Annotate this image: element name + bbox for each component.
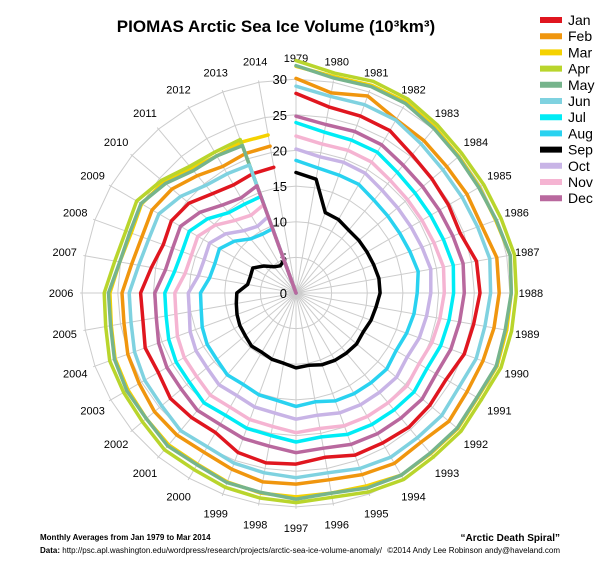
- grid-spoke: [295, 105, 405, 294]
- year-label: 1997: [284, 523, 308, 535]
- grid-spoke: [187, 292, 297, 481]
- year-label: 1992: [464, 439, 488, 451]
- grid-spoke: [295, 153, 462, 294]
- series-feb: [120, 76, 501, 486]
- year-label: 2011: [133, 108, 157, 120]
- legend-label-sep: Sep: [568, 142, 593, 158]
- year-label: 1990: [504, 368, 528, 380]
- series-jan: [138, 91, 482, 466]
- grid-spoke: [295, 292, 334, 506]
- chart-title: PIOMAS Arctic Sea Ice Volume (10³km³): [117, 17, 435, 36]
- year-label: 2003: [80, 405, 104, 417]
- year-label: 2009: [80, 171, 104, 183]
- series-jul: [163, 120, 456, 444]
- year-label: 1982: [401, 85, 425, 97]
- grid-spoke: [295, 292, 405, 481]
- year-label: 2012: [166, 85, 190, 97]
- series-aug: [198, 158, 420, 409]
- series-nov: [173, 134, 447, 435]
- year-label: 2008: [63, 208, 87, 220]
- footer-data-link[interactable]: http://psc.apl.washington.edu/wordpress/…: [62, 546, 382, 555]
- radial-tick-label: 10: [273, 215, 287, 230]
- grid-spoke: [130, 292, 297, 433]
- series-may: [106, 63, 514, 501]
- grid-spoke: [295, 292, 462, 433]
- year-label: 1984: [464, 137, 488, 149]
- grid-spoke: [295, 184, 484, 294]
- footer-data-source: Data: http://psc.apl.washington.edu/word…: [40, 546, 382, 555]
- radial-tick-label: 0: [280, 286, 287, 301]
- series-lines: [102, 58, 519, 505]
- year-label: 2006: [49, 288, 73, 300]
- year-label: 2004: [63, 368, 87, 380]
- legend-label-nov: Nov: [568, 174, 593, 190]
- legend-label-oct: Oct: [568, 158, 590, 174]
- year-label: 2005: [52, 329, 76, 341]
- footer-copyright: ©2014 Andy Lee Robinson andy@haveland.co…: [387, 546, 560, 555]
- series-oct: [186, 147, 433, 421]
- grid-spoke: [295, 255, 509, 294]
- year-label: 2014: [243, 57, 267, 69]
- grid-spoke: [295, 292, 371, 497]
- radial-tick-label: 20: [273, 143, 287, 158]
- year-label: 2002: [104, 439, 128, 451]
- grid-spoke: [130, 153, 297, 294]
- year-labels: 1979 198019811982198319841985198619871988…: [49, 53, 543, 535]
- radial-tick-label: 25: [273, 108, 287, 123]
- radial-tick-label: 30: [273, 72, 287, 87]
- legend-label-aug: Aug: [568, 125, 593, 141]
- series-jun: [127, 84, 493, 480]
- grid-spoke: [187, 105, 297, 294]
- year-label: 2001: [133, 468, 157, 480]
- polar-grid: [80, 77, 512, 509]
- legend-label-feb: Feb: [568, 28, 592, 44]
- footer-averages: Monthly Averages from Jan 1979 to Mar 20…: [40, 533, 211, 542]
- year-label: 2010: [104, 137, 128, 149]
- year-label: 1995: [364, 509, 388, 521]
- legend-label-jan: Jan: [568, 12, 591, 28]
- grid-spoke: [295, 218, 500, 294]
- year-label: 1994: [401, 491, 425, 503]
- year-label: 1999: [203, 509, 227, 521]
- year-label: 2000: [166, 491, 190, 503]
- grid-spoke: [295, 292, 436, 459]
- year-label: 1996: [325, 519, 349, 531]
- year-label: 1986: [504, 208, 528, 220]
- legend-label-apr: Apr: [568, 61, 590, 77]
- legend-label-mar: Mar: [568, 44, 592, 60]
- year-label: 1988: [519, 288, 543, 300]
- year-label: 1989: [515, 329, 539, 341]
- grid-spoke: [295, 89, 371, 294]
- year-label: 2007: [52, 247, 76, 259]
- series-dec: [153, 114, 467, 455]
- radial-tick-label: 15: [273, 179, 287, 194]
- year-label: 1980: [325, 57, 349, 69]
- footer-data-prefix: Data:: [40, 546, 61, 555]
- year-label: 1985: [487, 171, 511, 183]
- legend-label-dec: Dec: [568, 190, 593, 206]
- legend-label-jul: Jul: [568, 109, 586, 125]
- legend-label-may: May: [568, 77, 594, 93]
- grid-spoke: [258, 80, 297, 294]
- year-label: 1991: [487, 405, 511, 417]
- series-sep: [234, 170, 382, 370]
- year-label: 2013: [203, 67, 227, 79]
- footer-spiral-name: “Arctic Death Spiral”: [460, 533, 560, 544]
- year-label: 1993: [435, 468, 459, 480]
- year-label: 1981: [364, 67, 388, 79]
- year-label: 1998: [243, 519, 267, 531]
- year-label: 1987: [515, 247, 539, 259]
- grid-spoke: [295, 292, 484, 402]
- grid-spoke: [295, 80, 334, 294]
- legend-label-jun: Jun: [568, 93, 591, 109]
- year-label: 1983: [435, 108, 459, 120]
- series-apr: [102, 58, 519, 505]
